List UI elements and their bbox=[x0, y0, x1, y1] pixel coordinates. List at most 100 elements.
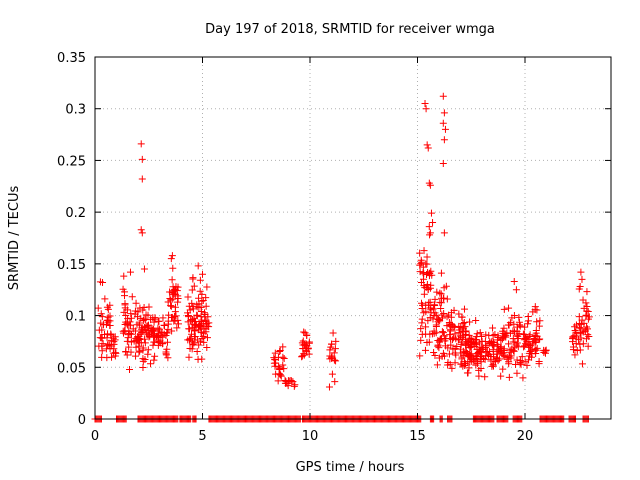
data-point bbox=[119, 285, 127, 293]
data-point bbox=[523, 338, 531, 346]
data-point bbox=[202, 302, 210, 310]
data-point bbox=[122, 347, 130, 355]
data-point bbox=[189, 274, 197, 282]
data-point bbox=[479, 344, 487, 352]
data-point bbox=[502, 332, 510, 340]
data-point bbox=[499, 365, 507, 373]
data-point bbox=[426, 284, 434, 292]
data-point bbox=[136, 347, 144, 355]
data-point bbox=[169, 264, 177, 272]
data-point bbox=[431, 351, 439, 359]
data-point bbox=[144, 350, 152, 358]
data-point bbox=[532, 329, 540, 337]
data-point bbox=[164, 338, 172, 346]
data-point bbox=[585, 313, 593, 321]
data-point bbox=[452, 335, 460, 343]
data-point bbox=[536, 335, 544, 343]
data-point bbox=[451, 330, 459, 338]
data-point bbox=[439, 314, 446, 322]
data-point bbox=[202, 317, 210, 325]
data-point bbox=[203, 283, 211, 291]
x-tick-label: 5 bbox=[198, 429, 206, 444]
data-point bbox=[417, 325, 425, 333]
data-point bbox=[583, 288, 591, 296]
data-point bbox=[487, 355, 495, 363]
data-point bbox=[151, 352, 159, 360]
data-point bbox=[325, 383, 333, 391]
data-point bbox=[437, 290, 445, 298]
data-point bbox=[164, 354, 172, 362]
data-point bbox=[140, 265, 148, 273]
data-point bbox=[202, 328, 210, 336]
data-point bbox=[270, 359, 278, 367]
data-point bbox=[450, 323, 458, 331]
data-point bbox=[457, 349, 465, 357]
data-point bbox=[102, 320, 110, 328]
data-point bbox=[147, 328, 155, 336]
data-point bbox=[533, 306, 541, 314]
data-point bbox=[535, 322, 543, 330]
data-point bbox=[580, 319, 588, 327]
data-point bbox=[135, 342, 143, 350]
data-point bbox=[474, 359, 481, 367]
data-point bbox=[198, 297, 206, 305]
data-point bbox=[145, 333, 153, 341]
data-point bbox=[167, 302, 175, 310]
data-point bbox=[513, 327, 521, 335]
data-point bbox=[571, 323, 579, 331]
data-point bbox=[143, 322, 151, 330]
x-axis-label: GPS time / hours bbox=[296, 460, 405, 475]
data-point bbox=[572, 328, 580, 336]
data-point bbox=[135, 348, 143, 356]
data-point bbox=[579, 296, 587, 304]
data-point bbox=[443, 295, 451, 303]
data-point bbox=[418, 299, 426, 307]
data-point bbox=[519, 374, 527, 382]
data-point bbox=[153, 332, 161, 340]
data-point bbox=[434, 342, 442, 350]
data-point bbox=[111, 349, 119, 357]
data-point bbox=[139, 316, 147, 324]
data-point bbox=[439, 329, 447, 337]
data-point bbox=[423, 253, 431, 261]
data-point bbox=[440, 284, 448, 292]
data-point bbox=[159, 339, 167, 347]
data-point bbox=[194, 262, 202, 270]
data-point bbox=[427, 209, 435, 217]
data-point bbox=[331, 378, 339, 386]
data-point bbox=[513, 341, 521, 349]
data-point bbox=[168, 276, 176, 284]
data-point bbox=[121, 321, 129, 329]
data-point bbox=[573, 332, 581, 340]
data-point bbox=[150, 356, 158, 364]
data-point bbox=[466, 354, 474, 362]
data-point bbox=[509, 347, 517, 355]
data-point bbox=[576, 340, 584, 348]
data-point bbox=[448, 336, 456, 344]
data-point bbox=[418, 258, 426, 266]
data-point bbox=[328, 370, 336, 378]
data-point bbox=[429, 305, 437, 313]
data-point bbox=[195, 341, 203, 349]
data-point bbox=[501, 330, 509, 338]
data-point bbox=[577, 325, 585, 333]
data-point bbox=[423, 339, 431, 347]
data-point bbox=[194, 355, 202, 363]
data-point bbox=[426, 330, 434, 338]
data-point bbox=[446, 327, 454, 335]
data-point bbox=[193, 312, 201, 320]
data-point bbox=[521, 323, 529, 331]
data-point bbox=[189, 305, 197, 313]
data-point bbox=[467, 355, 475, 363]
data-point bbox=[461, 360, 469, 368]
data-point bbox=[439, 119, 447, 127]
data-point bbox=[440, 229, 448, 237]
data-point bbox=[458, 313, 466, 321]
data-point bbox=[299, 337, 307, 345]
data-point bbox=[97, 319, 105, 327]
data-point bbox=[162, 351, 170, 359]
data-point bbox=[133, 321, 141, 329]
data-point bbox=[418, 315, 426, 323]
data-point bbox=[138, 175, 146, 183]
